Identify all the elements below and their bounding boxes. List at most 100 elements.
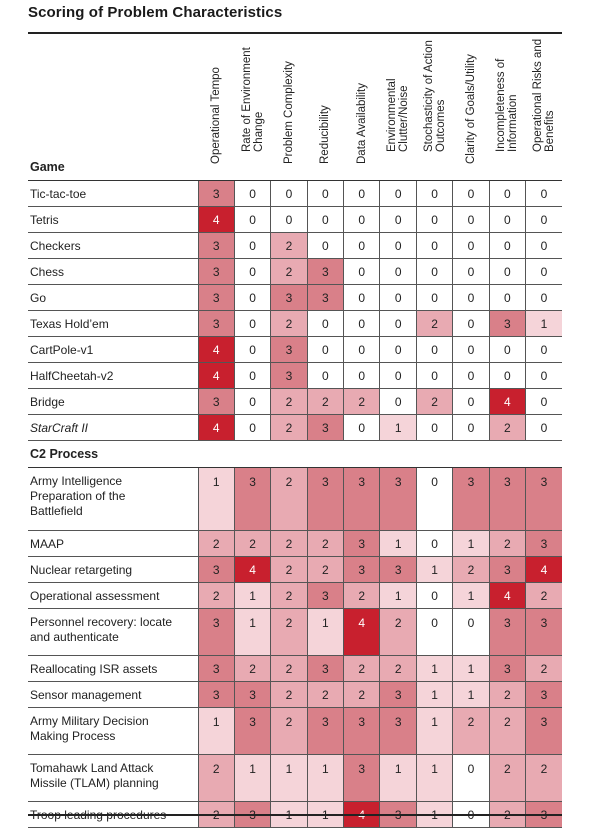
score-cell: 2 [525,655,562,682]
table-row: Go 3 0 3 3 0 0 0 0 0 0 [28,284,562,311]
score-cell: 2 [525,754,562,802]
score-cell: 3 [306,414,344,441]
score-cell: 0 [452,414,490,441]
score-cell: 0 [415,467,453,531]
score-cell: 0 [452,310,490,337]
score-cell: 2 [270,530,308,557]
score-cell: 0 [233,258,271,285]
score-cell: 2 [233,530,271,557]
score-cell: 0 [415,362,453,389]
row-label: Chess [28,258,199,285]
table-row: MAAP 2 2 2 2 3 1 0 1 2 3 [28,530,562,557]
score-cell: 0 [452,608,490,656]
score-cell: 3 [488,310,526,337]
column-header-rate-of-environment-change: Rate of Environment Change [234,36,271,181]
score-cell: 2 [306,556,344,583]
score-cell: 3 [306,467,344,531]
score-cell: 0 [233,180,271,207]
score-cell: 0 [233,362,271,389]
score-cell: 2 [197,530,235,557]
row-label: Army Intelligence Preparation of the Bat… [28,467,199,531]
score-cell: 2 [306,530,344,557]
score-cell: 3 [197,556,235,583]
table-row: CartPole-v1 4 0 3 0 0 0 0 0 0 0 [28,336,562,363]
score-cell: 3 [197,608,235,656]
section-blank-cell [489,440,526,468]
score-cell: 3 [306,582,344,609]
score-cell: 3 [343,556,380,583]
row-label: StarCraft II [28,414,199,441]
score-cell: 3 [270,336,308,363]
score-cell: 2 [270,232,308,259]
score-cell: 3 [343,754,380,802]
score-cell: 1 [415,681,453,708]
table-row: Bridge 3 0 2 2 2 0 2 0 4 0 [28,388,562,415]
score-cell: 0 [306,180,344,207]
score-cell: 4 [525,556,562,583]
row-label: Tomahawk Land Attack Missile (TLAM) plan… [28,754,199,802]
score-cell: 2 [415,310,453,337]
score-cell: 0 [452,258,490,285]
row-label: Bridge [28,388,199,415]
column-header-stochasticity-of-action-outcomes: Stochasticity of Action Outcomes [416,36,453,181]
score-cell: 3 [488,556,526,583]
score-cell: 3 [379,467,417,531]
table-row: Operational assessment 2 1 2 3 2 1 0 1 4 2 [28,582,562,609]
score-cell: 0 [525,388,562,415]
score-cell: 3 [452,467,490,531]
score-cell: 0 [343,414,380,441]
score-cell: 0 [488,258,526,285]
score-cell: 0 [488,284,526,311]
table-row: Checkers 3 0 2 0 0 0 0 0 0 0 [28,232,562,259]
score-cell: 1 [306,608,344,656]
row-label: CartPole-v1 [28,336,199,363]
score-cell: 4 [197,336,235,363]
score-cell: 0 [270,206,308,233]
score-cell: 0 [343,362,380,389]
score-cell: 2 [306,681,344,708]
score-cell: 0 [306,310,344,337]
score-cell: 0 [379,258,417,285]
score-cell: 4 [197,414,235,441]
row-label: Personnel recovery: locate and authentic… [28,608,199,656]
score-cell: 3 [306,655,344,682]
score-cell: 2 [488,681,526,708]
score-cell: 2 [270,608,308,656]
table-row: Sensor management 3 3 2 2 2 3 1 1 2 3 [28,681,562,708]
score-cell: 1 [306,754,344,802]
score-cell: 2 [270,467,308,531]
score-cell: 2 [379,608,417,656]
score-cell: 1 [525,310,562,337]
score-cell: 2 [270,556,308,583]
table-title: Scoring of Problem Characteristics [28,4,283,21]
scoring-table: Game Operational Tempo Rate of Environmen… [28,36,562,828]
score-cell: 0 [233,284,271,311]
score-cell: 0 [452,180,490,207]
table-row: Tic-tac-toe 3 0 0 0 0 0 0 0 0 0 [28,180,562,207]
score-cell: 3 [379,556,417,583]
score-cell: 3 [197,180,235,207]
c2-section: C2 Process Army Intelligence Preparation … [28,440,562,828]
score-cell: 3 [306,258,344,285]
score-cell: 3 [197,388,235,415]
score-cell: 3 [197,284,235,311]
score-cell: 0 [525,284,562,311]
row-label: Nuclear retargeting [28,556,199,583]
column-header-clarity-of-goals-utility: Clarity of Goals/Utility [452,36,490,181]
row-label: Operational assessment [28,582,199,609]
table-row: HalfCheetah-v2 4 0 3 0 0 0 0 0 0 0 [28,362,562,389]
score-cell: 1 [379,582,417,609]
score-cell: 1 [270,754,308,802]
score-cell: 0 [415,206,453,233]
score-cell: 0 [525,180,562,207]
section-blank-cell [416,440,453,468]
score-cell: 2 [270,388,308,415]
score-cell: 0 [343,310,380,337]
table-row: Army Military Decision Making Process 1 3 2… [28,707,562,755]
section-blank-cell [525,440,562,468]
score-cell: 0 [525,258,562,285]
table-row: Tomahawk Land Attack Missile (TLAM) plan… [28,754,562,802]
score-cell: 3 [525,467,562,531]
column-header-operational-risks-and-benefits: Operational Risks and Benefits [525,36,562,181]
row-label: Tetris [28,206,199,233]
